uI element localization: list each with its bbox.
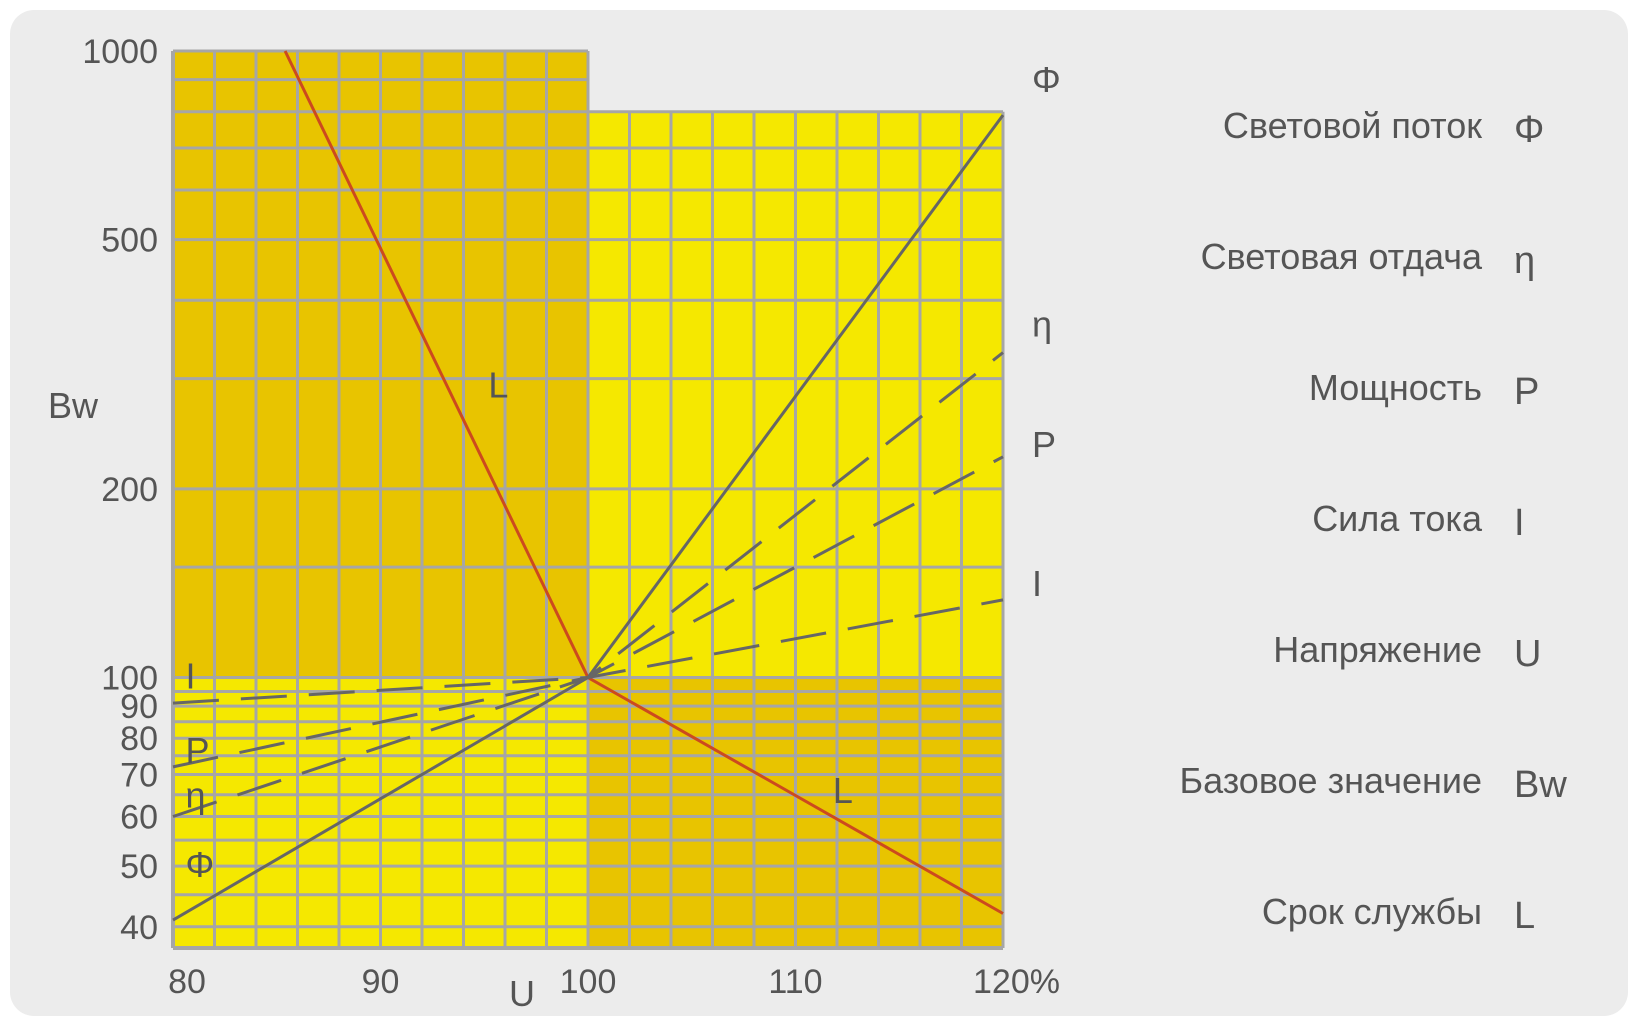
curve-label: I [1032,563,1042,604]
legend-label: Мощность [1309,367,1482,408]
curve-label: P [185,730,209,771]
legend-symbol: Φ [1514,109,1544,151]
x-axis-title: U [509,973,535,1014]
curve-label: I [185,656,195,697]
curve-label: P [1032,424,1056,465]
y-tick-label: 60 [120,798,158,836]
legend-symbol: P [1514,371,1539,413]
x-tick-label: 100 [560,963,617,1001]
y-tick-label: 1000 [82,33,158,71]
legend-symbol: η [1514,240,1535,282]
legend-label: Сила тока [1312,498,1483,539]
y-tick-label: 80 [120,720,158,758]
legend-symbol: U [1514,633,1541,675]
legend-label: Напряжение [1273,629,1482,670]
legend-symbol: I [1514,502,1525,544]
legend-symbol: Bw [1514,764,1567,806]
series-line-4 [172,598,1004,705]
x-tick-label: 110 [768,963,822,1001]
x-tick-label: 80 [168,963,206,1001]
y-axis-title: Bw [48,385,99,426]
y-tick-label: 50 [120,848,158,886]
y-tick-label: 200 [101,471,158,509]
curve-label: Φ [1032,59,1061,100]
grid [171,49,1005,950]
series-lines [172,50,1005,922]
curve-label: Φ [185,844,214,885]
x-tick-label: 120% [973,963,1060,1001]
legend-symbol: L [1514,895,1535,937]
y-tick-label: 100 [101,659,158,697]
x-tick-label: 90 [362,963,400,1001]
curve-label: L [833,770,853,811]
curve-label: η [1032,304,1052,345]
y-tick-label: 90 [120,688,158,726]
y-tick-label: 70 [120,757,158,795]
legend: Световой поток Φ Световая отдача η Мощность P… [1179,105,1567,937]
curve-label: L [488,364,508,405]
curve-label: η [185,775,205,816]
legend-label: Базовое значение [1179,760,1482,801]
legend-label: Световая отдача [1201,236,1483,277]
y-tick-label: 40 [120,909,158,947]
legend-label: Срок службы [1262,891,1482,932]
legend-label: Световой поток [1223,105,1482,146]
y-tick-label: 500 [101,222,158,260]
